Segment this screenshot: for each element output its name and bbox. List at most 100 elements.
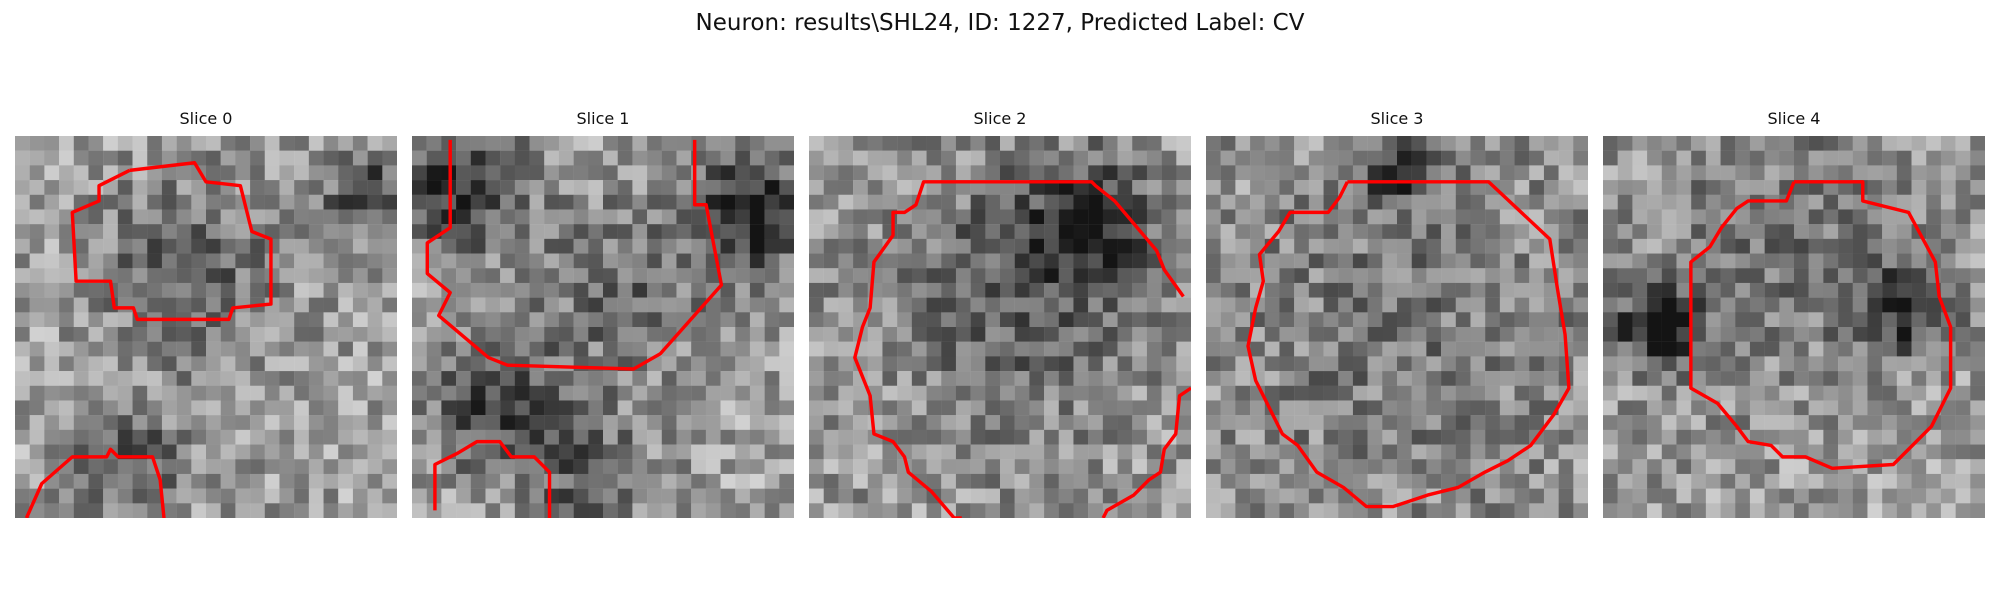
pixel bbox=[456, 224, 471, 240]
pixel bbox=[426, 209, 442, 225]
pixel bbox=[955, 473, 971, 489]
pixel bbox=[88, 415, 104, 431]
pixel bbox=[294, 194, 310, 210]
pixel bbox=[603, 180, 618, 195]
pixel bbox=[1573, 268, 1588, 284]
pixel bbox=[1764, 253, 1780, 269]
pixel bbox=[29, 327, 45, 342]
pixel bbox=[1543, 150, 1559, 166]
pixel bbox=[1823, 165, 1839, 181]
pixel bbox=[1647, 341, 1662, 357]
pixel bbox=[294, 444, 310, 460]
pixel bbox=[1632, 503, 1648, 518]
pixel bbox=[1220, 341, 1236, 357]
pixel bbox=[1617, 224, 1633, 240]
pixel bbox=[985, 282, 1001, 298]
pixel bbox=[544, 282, 560, 298]
pixel bbox=[1676, 209, 1692, 225]
pixel bbox=[59, 238, 74, 254]
pixel bbox=[985, 503, 1001, 518]
pixel bbox=[1308, 473, 1324, 489]
pixel bbox=[1058, 253, 1074, 269]
pixel bbox=[1852, 165, 1868, 181]
pixel bbox=[1308, 503, 1324, 518]
pixel bbox=[1426, 415, 1442, 431]
pixel bbox=[764, 209, 780, 225]
pixel bbox=[59, 444, 74, 460]
pixel bbox=[485, 415, 501, 431]
pixel bbox=[1543, 194, 1559, 210]
pixel bbox=[15, 400, 30, 416]
pixel bbox=[926, 165, 942, 181]
pixel bbox=[1117, 429, 1133, 445]
pixel bbox=[764, 429, 780, 445]
pixel bbox=[412, 327, 427, 342]
pixel bbox=[1455, 268, 1471, 284]
pixel bbox=[1691, 224, 1707, 240]
pixel bbox=[1882, 209, 1898, 225]
pixel bbox=[29, 341, 45, 357]
pixel bbox=[676, 209, 692, 225]
pixel bbox=[853, 473, 868, 489]
pixel bbox=[88, 282, 104, 298]
pixel bbox=[838, 415, 854, 431]
pixel bbox=[456, 400, 471, 416]
pixel bbox=[882, 371, 898, 386]
pixel bbox=[544, 341, 560, 357]
pixel bbox=[59, 150, 74, 166]
pixel bbox=[1955, 385, 1971, 401]
pixel bbox=[1250, 224, 1265, 240]
pixel bbox=[1926, 356, 1942, 372]
pixel bbox=[603, 224, 618, 240]
pixel bbox=[573, 165, 589, 181]
pixel bbox=[1264, 385, 1280, 401]
pixel bbox=[1250, 165, 1265, 181]
pixel bbox=[1176, 341, 1191, 357]
pixel bbox=[735, 253, 751, 269]
pixel bbox=[1940, 194, 1956, 210]
pixel bbox=[1411, 385, 1427, 401]
pixel bbox=[206, 356, 221, 372]
pixel bbox=[882, 356, 898, 372]
pixel bbox=[1661, 238, 1677, 254]
pixel bbox=[1117, 312, 1133, 328]
pixel bbox=[1543, 165, 1559, 181]
pixel bbox=[661, 415, 677, 431]
pixel bbox=[1603, 150, 1618, 166]
pixel bbox=[1970, 224, 1985, 240]
pixel bbox=[352, 194, 368, 210]
pixel bbox=[1764, 503, 1780, 518]
pixel bbox=[882, 150, 898, 166]
pixel bbox=[1911, 473, 1927, 489]
pixel bbox=[117, 488, 133, 504]
pixel bbox=[161, 371, 177, 386]
pixel bbox=[1029, 282, 1045, 298]
pixel bbox=[1279, 312, 1295, 328]
pixel bbox=[573, 282, 589, 298]
pixel bbox=[1514, 312, 1530, 328]
pixel bbox=[1705, 136, 1721, 151]
pixel bbox=[485, 327, 501, 342]
pixel bbox=[1073, 327, 1089, 342]
pixel bbox=[1896, 253, 1912, 269]
pixel bbox=[749, 224, 765, 240]
pixel bbox=[1867, 297, 1883, 313]
pixel bbox=[1352, 165, 1368, 181]
pixel bbox=[1044, 429, 1059, 445]
pixel bbox=[897, 268, 913, 284]
pixel bbox=[29, 459, 45, 475]
pixel bbox=[735, 209, 751, 225]
pixel bbox=[308, 371, 324, 386]
pixel bbox=[1794, 503, 1809, 518]
pixel bbox=[1161, 371, 1177, 386]
pixel bbox=[250, 371, 265, 386]
pixel bbox=[1161, 297, 1177, 313]
pixel bbox=[1823, 282, 1839, 298]
pixel bbox=[1970, 400, 1985, 416]
pixel bbox=[1838, 194, 1853, 210]
pixel bbox=[250, 429, 265, 445]
pixel bbox=[1294, 268, 1310, 284]
pixel bbox=[1367, 415, 1383, 431]
pixel bbox=[117, 136, 133, 151]
pixel bbox=[1441, 253, 1456, 269]
